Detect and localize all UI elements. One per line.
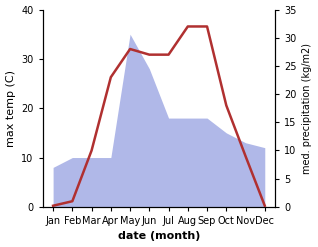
Y-axis label: med. precipitation (kg/m2): med. precipitation (kg/m2) bbox=[302, 43, 313, 174]
X-axis label: date (month): date (month) bbox=[118, 231, 200, 242]
Y-axis label: max temp (C): max temp (C) bbox=[5, 70, 16, 147]
